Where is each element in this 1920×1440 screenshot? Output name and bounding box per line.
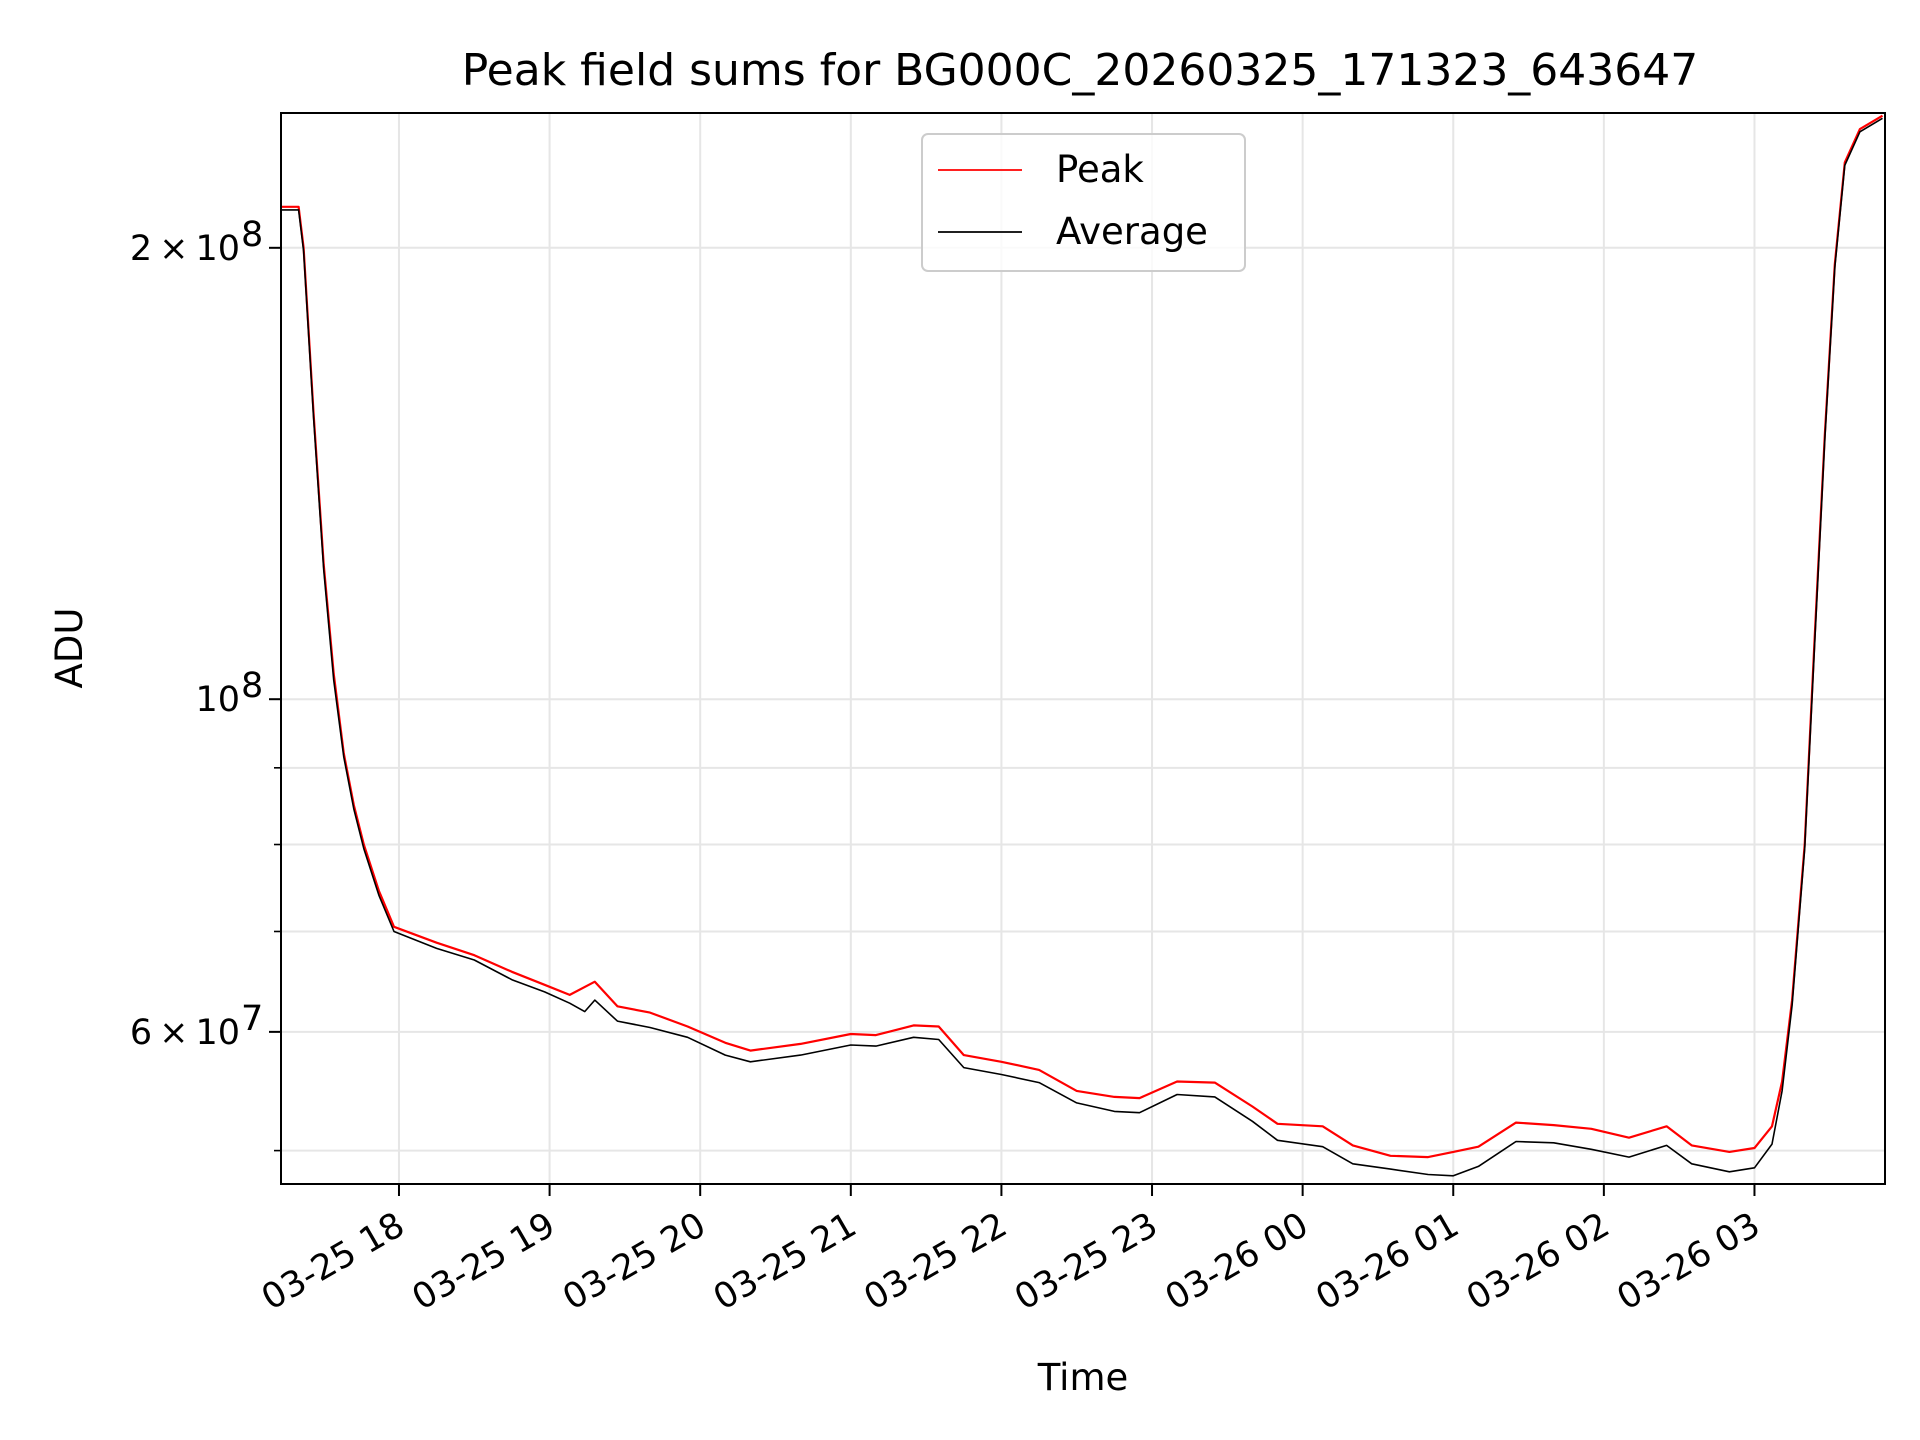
y-tick-label: 82 × 10 <box>130 215 263 269</box>
series-line-average <box>281 117 1883 1177</box>
legend-label-peak: Peak <box>1056 148 1144 191</box>
y-tick-exponent: 8 <box>241 666 263 706</box>
y-tick-label: 76 × 10 <box>130 999 263 1053</box>
legend-box <box>921 133 1246 272</box>
y-tick-exponent: 8 <box>241 215 263 255</box>
chart-title: Peak field sums for BG000C_20260325_1713… <box>462 45 1699 96</box>
series-lines <box>281 114 1884 1177</box>
x-axis-label: Time <box>1037 1356 1129 1399</box>
grid-lines <box>281 113 1885 1184</box>
legend: Peak Average <box>921 133 1246 272</box>
y-tick-label: 810 <box>195 666 263 720</box>
y-tick-base: 2 × 10 <box>130 229 240 269</box>
plot-frame <box>280 112 1886 1185</box>
legend-label-average: Average <box>1056 210 1208 253</box>
y-tick-base: 6 × 10 <box>130 1013 240 1053</box>
y-tick-exponent: 7 <box>241 999 263 1039</box>
y-axis-label: ADU <box>48 608 91 689</box>
series-line-peak <box>281 114 1884 1159</box>
y-tick-base: 10 <box>195 680 240 720</box>
